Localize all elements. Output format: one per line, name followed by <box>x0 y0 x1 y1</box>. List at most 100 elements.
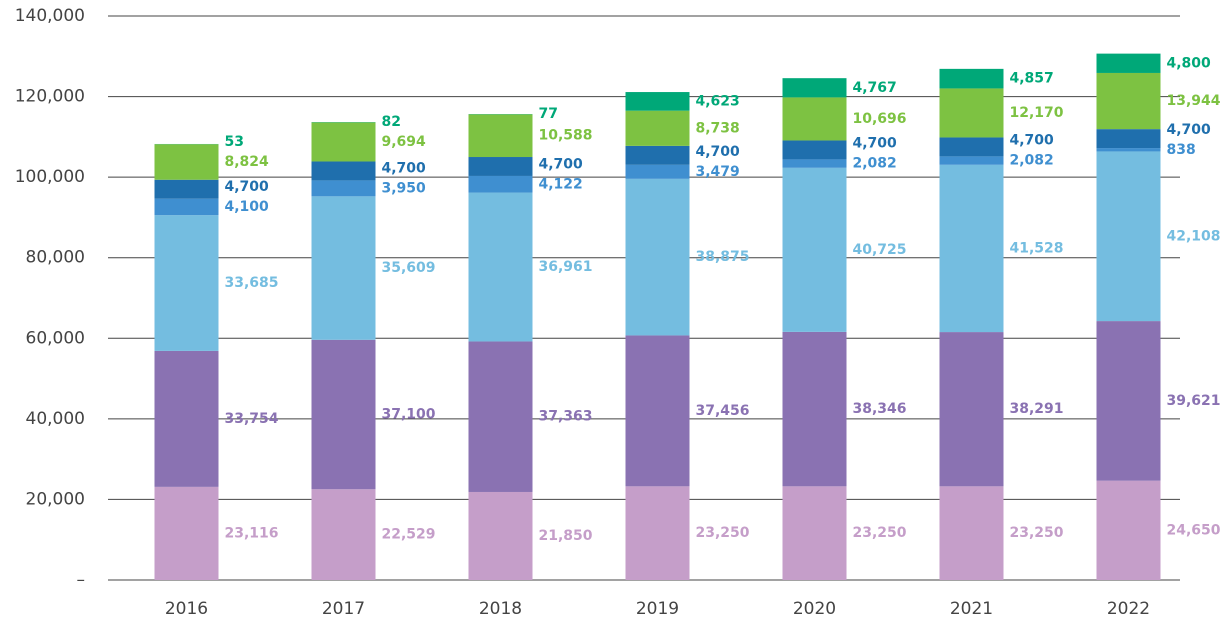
bar-segment <box>468 491 533 580</box>
value-label: 838 <box>1167 142 1196 158</box>
value-label: 10,696 <box>853 111 907 127</box>
x-tick-label: 2018 <box>479 599 522 619</box>
value-label: 40,725 <box>853 242 907 258</box>
bars <box>154 53 1161 580</box>
bar-segment <box>939 486 1004 580</box>
y-tick-label: 100,000 <box>15 167 85 187</box>
value-label: 13,944 <box>1167 93 1221 109</box>
bar-segment <box>625 486 690 580</box>
value-label: 4,700 <box>696 144 741 160</box>
bar-segment <box>1096 148 1161 152</box>
bar-segment <box>625 164 690 179</box>
bar-segment <box>939 332 1004 487</box>
bar-segment <box>1096 321 1161 481</box>
value-label: 23,250 <box>853 525 907 541</box>
value-label: 23,250 <box>1010 525 1064 541</box>
bar-segment <box>468 175 533 193</box>
value-label: 4,100 <box>225 199 270 215</box>
bar-segment <box>939 68 1004 89</box>
bar-segment <box>468 157 533 176</box>
bar-segment <box>468 192 533 342</box>
value-label: 4,857 <box>1010 71 1054 87</box>
value-label: 4,700 <box>382 160 427 176</box>
value-label: 37,456 <box>696 403 750 419</box>
value-label: 9,694 <box>382 134 427 150</box>
bar-segment <box>311 161 376 181</box>
x-tick-label: 2020 <box>793 599 836 619</box>
bar-segment <box>625 110 690 146</box>
value-label: 2,082 <box>1010 153 1054 169</box>
y-tick-label: 40,000 <box>26 409 85 429</box>
x-tick-label: 2022 <box>1107 599 1150 619</box>
y-tick-label: – <box>77 570 86 590</box>
x-tick-label: 2019 <box>636 599 679 619</box>
value-label: 21,850 <box>539 528 593 544</box>
y-tick-label: 20,000 <box>26 489 85 509</box>
bar-segment <box>625 178 690 336</box>
value-label: 38,346 <box>853 401 907 417</box>
value-label: 37,100 <box>382 407 436 423</box>
value-label: 24,650 <box>1167 522 1221 538</box>
value-label: 4,700 <box>1010 133 1055 149</box>
value-label: 22,529 <box>382 527 436 543</box>
bar-segment <box>311 196 376 340</box>
y-tick-label: 80,000 <box>26 248 85 268</box>
bar-segment <box>939 156 1004 165</box>
bar-segment <box>782 486 847 580</box>
value-label: 23,116 <box>225 525 279 541</box>
value-label: 33,754 <box>225 411 279 427</box>
value-label: 12,170 <box>1010 105 1064 121</box>
bar-segment <box>1096 72 1161 130</box>
value-label: 38,291 <box>1010 401 1064 417</box>
labels: 23,116 33,754 33,685 4,100 4,700 8,824 53 22,52… <box>225 55 1221 544</box>
bar-segment <box>311 489 376 580</box>
value-label: 4,623 <box>696 93 740 109</box>
value-label: 3,479 <box>696 164 740 180</box>
bar-segment <box>1096 151 1161 322</box>
value-label: 8,824 <box>225 154 270 170</box>
bar-segment <box>154 179 219 199</box>
x-tick-label: 2016 <box>165 599 208 619</box>
bar-segment <box>1096 480 1161 580</box>
bar-segment <box>311 122 376 162</box>
bar-segment <box>782 167 847 332</box>
value-label: 39,621 <box>1167 393 1221 409</box>
bar-segment <box>782 140 847 160</box>
value-label: 77 <box>539 106 558 122</box>
value-label: 4,700 <box>539 156 584 172</box>
bar-segment <box>468 341 533 492</box>
value-label: 4,700 <box>225 179 270 195</box>
bar-segment <box>625 145 690 165</box>
bar-segment <box>154 215 219 351</box>
bar-segment <box>782 159 847 168</box>
bar-segment <box>939 137 1004 157</box>
x-tick-label: 2017 <box>322 599 365 619</box>
value-label: 10,588 <box>539 128 593 144</box>
bar-segment <box>154 486 219 580</box>
value-label: 41,528 <box>1010 240 1064 256</box>
y-tick-label: 60,000 <box>26 328 85 348</box>
bar-segment <box>782 331 847 487</box>
value-label: 35,609 <box>382 260 436 276</box>
bar-segment <box>154 144 219 180</box>
bar-segment <box>311 180 376 197</box>
value-label: 8,738 <box>696 120 740 136</box>
bar-segment <box>1096 53 1161 73</box>
bar-segment <box>1096 129 1161 149</box>
value-label: 53 <box>225 134 244 150</box>
bar-segment <box>782 97 847 141</box>
value-label: 37,363 <box>539 409 593 425</box>
value-label: 2,082 <box>853 156 897 172</box>
bar-segment <box>154 198 219 216</box>
value-label: 4,767 <box>853 80 897 96</box>
value-label: 36,961 <box>539 259 593 275</box>
value-label: 23,250 <box>696 525 750 541</box>
value-label: 4,700 <box>853 136 898 152</box>
x-tick-label: 2021 <box>950 599 993 619</box>
bar-segment <box>154 350 219 487</box>
value-label: 4,800 <box>1167 55 1212 71</box>
value-label: 4,122 <box>539 176 583 192</box>
bar-segment <box>625 92 690 111</box>
value-label: 33,685 <box>225 275 279 291</box>
